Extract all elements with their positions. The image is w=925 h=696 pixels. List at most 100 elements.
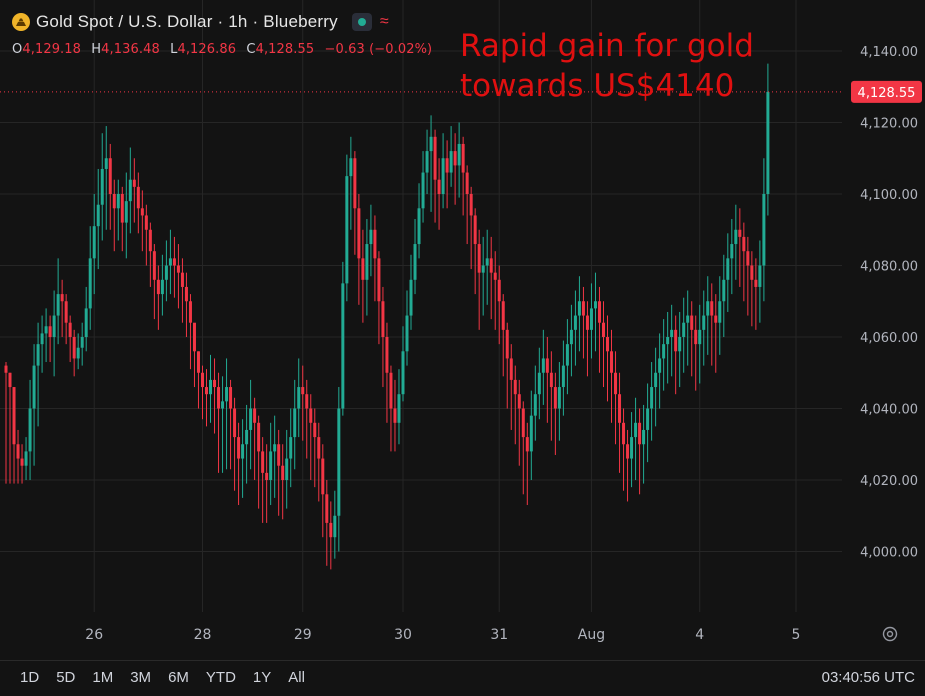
candle-body: [481, 265, 485, 273]
candle-body: [517, 394, 521, 409]
price-chart[interactable]: 4,000.00 4,020.00 4,040.00 4,060.00 4,080.00…: [0, 0, 925, 660]
candle: [168, 229, 172, 295]
candle: [549, 351, 553, 441]
y-tick-label: 4,080.00: [860, 260, 918, 275]
candle-body: [449, 151, 453, 173]
candle: [409, 254, 413, 330]
symbol-title[interactable]: Gold Spot / U.S. Dollar · 1h · Blueberry: [36, 12, 338, 31]
candle: [16, 429, 20, 484]
candle: [405, 290, 409, 366]
candle: [84, 286, 88, 352]
candle-body: [333, 515, 337, 538]
y-tick-label: 4,000.00: [860, 546, 918, 561]
candle-body: [469, 194, 473, 216]
candle: [389, 365, 393, 452]
range-1y-button[interactable]: 1Y: [252, 669, 272, 686]
candle: [537, 347, 541, 420]
candle-body: [116, 194, 120, 209]
range-all-button[interactable]: All: [288, 669, 305, 686]
candle: [317, 422, 321, 502]
range-ytd-button[interactable]: YTD: [205, 669, 236, 686]
candle-body: [718, 301, 722, 323]
candle: [505, 322, 509, 409]
candle-body: [714, 315, 718, 323]
candle-body: [678, 337, 682, 352]
candle-body: [345, 176, 349, 284]
candle: [192, 322, 196, 388]
market-open-icon[interactable]: [351, 13, 372, 31]
candle-body: [96, 204, 100, 227]
candle-body: [108, 158, 112, 194]
wave-icon[interactable]: ≈: [379, 13, 389, 30]
candlestick-series: [4, 63, 770, 570]
candle-body: [281, 465, 285, 480]
candle: [333, 490, 337, 559]
candle: [229, 379, 233, 470]
candle-body: [533, 394, 537, 416]
candle: [694, 315, 698, 391]
candle: [469, 186, 473, 270]
candle: [144, 204, 148, 266]
candle-body: [353, 158, 357, 209]
range-5d-button[interactable]: 5D: [56, 669, 76, 686]
range-6m-button[interactable]: 6M: [168, 669, 189, 686]
candle: [353, 151, 357, 255]
candle-body: [172, 258, 176, 266]
range-3m-button[interactable]: 3M: [130, 669, 152, 686]
candle: [698, 304, 702, 384]
annotation-line-2: towards US$4140: [460, 68, 735, 104]
candle-body: [124, 201, 128, 223]
candle-body: [738, 229, 742, 237]
candle: [650, 362, 654, 441]
candle-body: [742, 236, 746, 252]
candle: [449, 126, 453, 187]
candle: [754, 258, 758, 330]
candle: [481, 236, 485, 316]
candle-body: [646, 408, 650, 430]
candle: [52, 290, 56, 377]
candle: [758, 240, 762, 323]
candle: [349, 136, 353, 230]
candle: [573, 290, 577, 366]
candle: [209, 354, 213, 423]
candle: [80, 322, 84, 366]
candle-body: [180, 272, 184, 287]
candle: [136, 172, 140, 234]
settings-gear-icon[interactable]: [880, 624, 900, 644]
candle: [457, 122, 461, 198]
x-tick-label: 4: [695, 627, 704, 643]
utc-clock[interactable]: 03:40:56 UTC: [821, 669, 915, 686]
candle-body: [317, 437, 321, 459]
candle-body: [529, 415, 533, 452]
candle-body: [128, 179, 132, 202]
candle: [96, 168, 100, 270]
candle: [690, 301, 694, 377]
candle: [561, 340, 565, 416]
candle: [393, 379, 397, 452]
range-1m-button[interactable]: 1M: [92, 669, 114, 686]
candle-body: [477, 244, 481, 273]
candle-body: [76, 347, 80, 359]
candle-body: [249, 408, 253, 430]
candle-body: [301, 387, 305, 395]
candle-body: [24, 451, 28, 466]
candle: [72, 329, 76, 377]
candle: [541, 329, 545, 405]
candle: [24, 437, 28, 480]
candle: [642, 404, 646, 484]
candle: [269, 422, 273, 506]
candle-body: [373, 229, 377, 259]
candle: [497, 265, 501, 345]
gold-symbol-icon[interactable]: [12, 13, 30, 31]
candle: [265, 444, 269, 523]
candle: [32, 344, 36, 466]
candle-body: [638, 422, 642, 445]
candle: [553, 372, 557, 455]
range-1d-button[interactable]: 1D: [20, 669, 40, 686]
candle: [329, 501, 333, 570]
candle: [421, 151, 425, 223]
candle: [638, 408, 642, 495]
candle: [485, 229, 489, 305]
candle: [365, 219, 369, 316]
candle: [200, 365, 204, 420]
